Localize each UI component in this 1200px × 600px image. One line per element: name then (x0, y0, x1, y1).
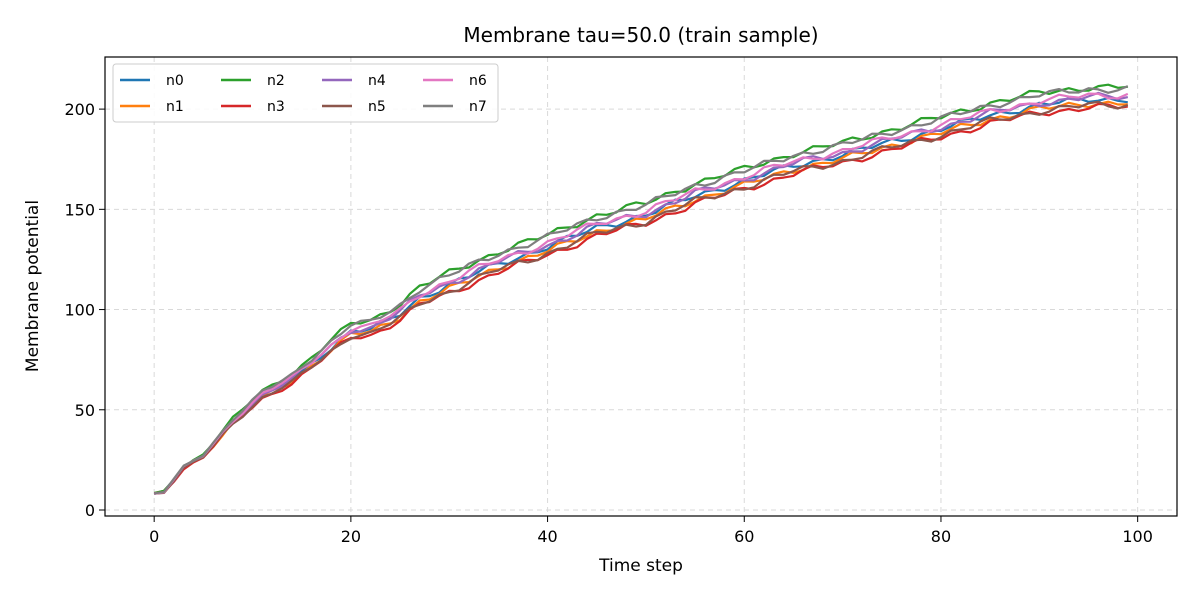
legend-label-n4: n4 (368, 73, 386, 89)
legend-frame (112, 63, 499, 123)
legend-label-n7: n7 (469, 99, 487, 115)
legend: n0 n1 n2 n3 n4 n5 n6 n7 (112, 63, 499, 123)
chart-title: Membrane tau=50.0 (train sample) (463, 23, 818, 47)
x-tick-label: 100 (1122, 527, 1153, 546)
y-tick-label: 0 (85, 501, 95, 520)
x-axis-ticks: 0 20 40 60 80 100 (149, 516, 1153, 546)
series-line-n7 (154, 85, 1129, 495)
plot-frame (104, 56, 1178, 517)
series-line-n5 (154, 100, 1129, 495)
series-line-n3 (154, 102, 1128, 495)
series-line-n4 (154, 91, 1129, 495)
x-tick-label: 40 (537, 527, 557, 546)
legend-label-n2: n2 (267, 73, 285, 89)
y-tick-label: 200 (64, 100, 95, 119)
x-axis-label: Time step (598, 556, 683, 576)
x-tick-label: 20 (341, 527, 361, 546)
series-lines (153, 83, 1129, 496)
legend-label-n5: n5 (368, 99, 386, 115)
y-tick-label: 50 (75, 401, 95, 420)
legend-label-n1: n1 (166, 99, 184, 115)
y-axis-label: Membrane potential (23, 200, 43, 372)
y-axis-ticks: 0 50 100 150 200 (64, 100, 105, 520)
x-tick-label: 80 (931, 527, 951, 546)
x-tick-label: 0 (149, 527, 159, 546)
series-line-n1 (153, 100, 1128, 495)
legend-label-n3: n3 (267, 99, 285, 115)
y-tick-label: 100 (64, 301, 95, 320)
series-line-n2 (153, 83, 1128, 495)
grid-lines (105, 57, 1177, 516)
legend-label-n0: n0 (166, 73, 184, 89)
y-tick-label: 150 (64, 200, 95, 219)
series-line-n0 (153, 96, 1128, 496)
x-tick-label: 60 (734, 527, 754, 546)
series-line-n6 (154, 92, 1129, 495)
legend-label-n6: n6 (469, 73, 487, 89)
